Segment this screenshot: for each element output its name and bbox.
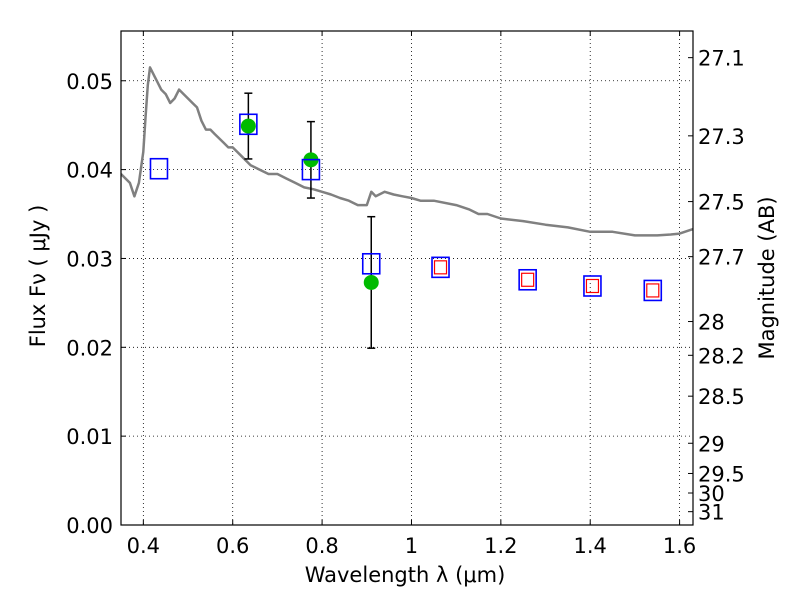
predicted-photometry-square	[521, 272, 535, 287]
y-tick-label: 0.04	[66, 159, 113, 183]
y-tick-label: 0.01	[66, 425, 113, 449]
model-photometry-square	[518, 268, 537, 291]
predicted-photometry-square	[433, 260, 448, 275]
x-tick-label: 1	[405, 534, 418, 558]
grid	[121, 31, 693, 526]
x-tick-label: 0.6	[216, 534, 249, 558]
right-tick-label: 30	[698, 482, 725, 506]
model-photometry-square	[239, 113, 258, 136]
right-tick-label: 29	[698, 432, 725, 456]
plot-frame	[120, 30, 694, 526]
x-tick-label: 1.6	[663, 534, 696, 558]
observed-point	[240, 118, 256, 134]
y-tick-label: 0.05	[66, 70, 113, 94]
right-tick-label: 28	[698, 311, 725, 335]
y-tick-label: 0.00	[66, 514, 113, 538]
right-tick-label: 28.5	[698, 385, 745, 409]
right-tick-label: 27.1	[698, 47, 745, 71]
model-photometry-square	[149, 157, 169, 180]
model-photometry-square	[361, 252, 381, 275]
observed-point	[363, 274, 379, 290]
model-photometry-square	[301, 158, 321, 181]
y-axis-title: Flux Fν ( μJy )	[26, 205, 50, 348]
ticks: 0.4 0.6 0.8 1 1.2 1.4 1.6 0.00 0.01 0.02 0.03 0.04 0…	[66, 31, 745, 558]
right-tick-label: 31	[698, 501, 725, 525]
y-tick-label: 0.02	[66, 336, 113, 360]
right-tick-label: 27.5	[698, 191, 745, 215]
right-tick-label: 29.5	[698, 462, 745, 486]
x-tick-label: 1.4	[574, 534, 607, 558]
predicted-photometry-square	[646, 283, 660, 298]
x-axis-title: Wavelength λ (μm)	[305, 563, 506, 587]
x-tick-label: 0.4	[127, 534, 160, 558]
right-tick-label: 28.2	[698, 344, 745, 368]
model-photometry-square	[583, 275, 602, 297]
right-tick-label: 27.7	[698, 246, 745, 270]
y-tick-label: 0.03	[66, 247, 113, 271]
x-tick-label: 0.8	[305, 534, 338, 558]
x-tick-label: 1.2	[484, 534, 517, 558]
model-spectrum-line	[121, 66, 693, 237]
right-tick-label: 27.3	[698, 125, 745, 149]
plot-data	[121, 66, 693, 349]
model-photometry-square	[431, 256, 450, 279]
right-axis-title: Magnitude (AB)	[755, 196, 779, 359]
model-photometry-square	[643, 279, 663, 302]
predicted-photometry-square	[585, 278, 600, 294]
